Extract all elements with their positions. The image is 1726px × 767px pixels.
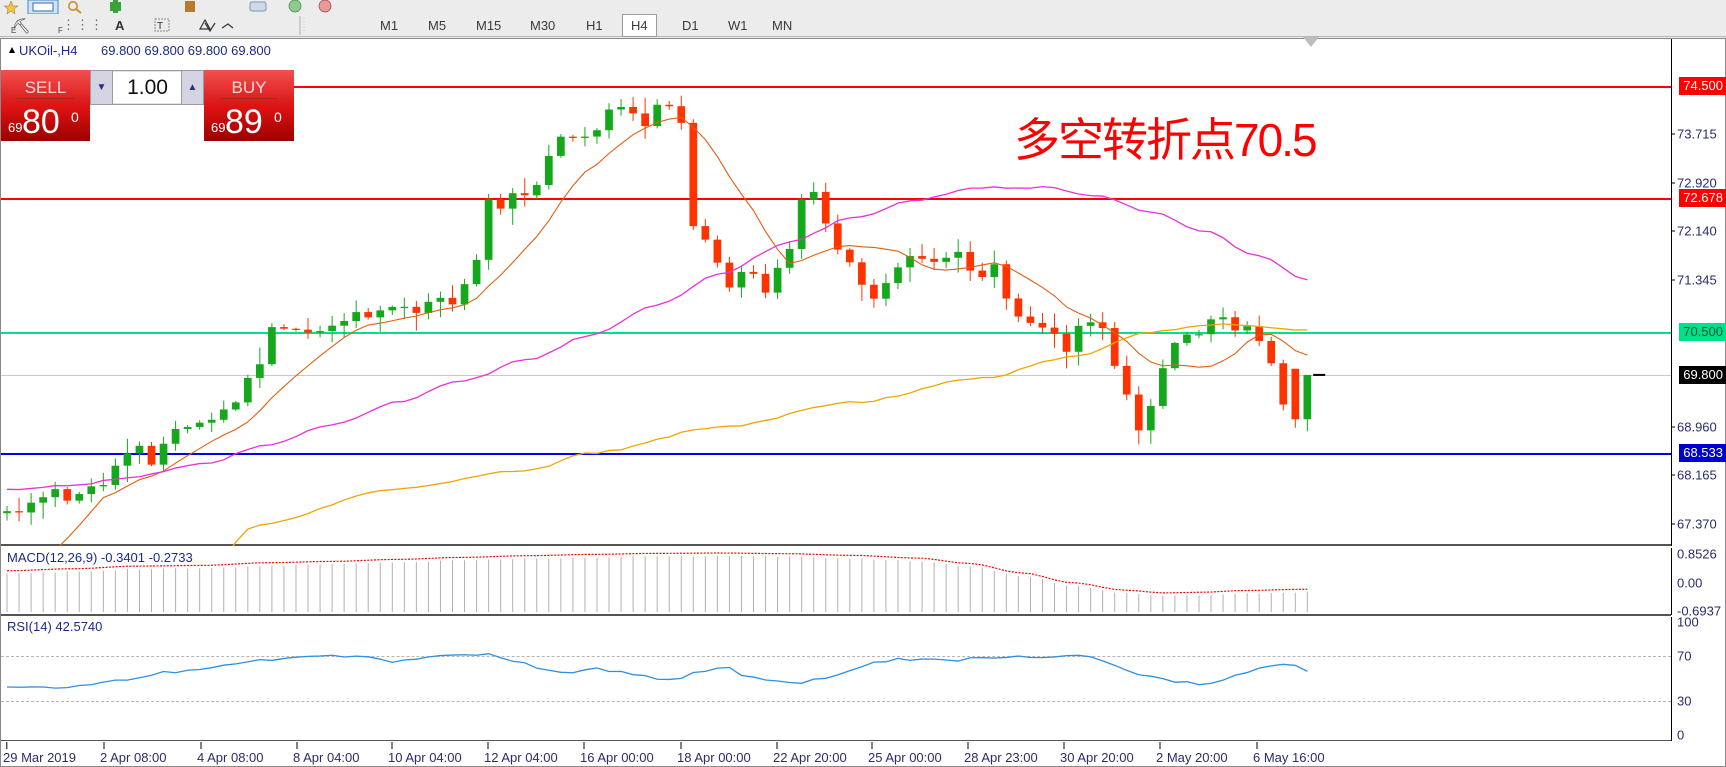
svg-text:T: T	[157, 21, 163, 32]
svg-text:A: A	[115, 18, 125, 33]
svg-text:⋮⋮⋮: ⋮⋮⋮	[62, 17, 104, 32]
svg-text:E: E	[11, 26, 16, 35]
svg-text:F: F	[58, 26, 63, 35]
